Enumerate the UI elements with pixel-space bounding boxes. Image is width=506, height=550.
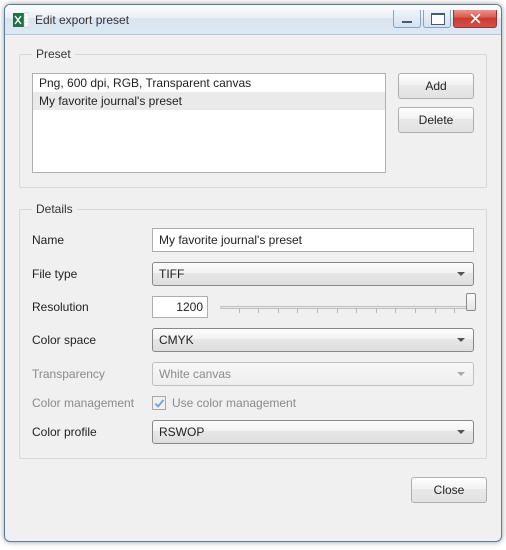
- colorspace-label: Color space: [32, 333, 152, 347]
- name-input[interactable]: [152, 228, 474, 252]
- minimize-button[interactable]: [393, 10, 421, 28]
- details-legend: Details: [32, 202, 77, 216]
- preset-group: Preset Png, 600 dpi, RGB, Transparent ca…: [19, 47, 487, 188]
- delete-button[interactable]: Delete: [398, 107, 474, 133]
- transparency-value: White canvas: [159, 367, 231, 381]
- colorspace-value: CMYK: [159, 333, 194, 347]
- colorspace-combo[interactable]: CMYK: [152, 328, 474, 352]
- resolution-label: Resolution: [32, 300, 152, 314]
- dialog-window: Edit export preset Preset Png, 600 dpi, …: [4, 4, 502, 542]
- chevron-down-icon: [457, 430, 465, 434]
- window-close-button[interactable]: [453, 10, 497, 28]
- list-item[interactable]: Png, 600 dpi, RGB, Transparent canvas: [33, 74, 385, 92]
- filetype-label: File type: [32, 267, 152, 281]
- name-label: Name: [32, 233, 152, 247]
- colorprofile-combo[interactable]: RSWOP: [152, 420, 474, 444]
- client-area: Preset Png, 600 dpi, RGB, Transparent ca…: [5, 35, 501, 541]
- chevron-down-icon: [457, 372, 465, 376]
- maximize-button[interactable]: [423, 10, 451, 28]
- preset-legend: Preset: [32, 47, 75, 61]
- filetype-value: TIFF: [159, 267, 184, 281]
- add-button[interactable]: Add: [398, 73, 474, 99]
- colormgmt-label: Color management: [32, 396, 152, 410]
- titlebar: Edit export preset: [5, 5, 501, 35]
- colorprofile-label: Color profile: [32, 425, 152, 439]
- dialog-footer: Close: [19, 473, 487, 503]
- colormgmt-checkbox-label: Use color management: [172, 396, 296, 410]
- list-item[interactable]: My favorite journal's preset: [33, 92, 385, 110]
- chevron-down-icon: [457, 272, 465, 276]
- resolution-input[interactable]: [152, 296, 208, 318]
- close-button[interactable]: Close: [411, 477, 487, 503]
- transparency-label: Transparency: [32, 367, 152, 381]
- details-group: Details Name File type TIFF Resolution: [19, 202, 487, 459]
- chevron-down-icon: [457, 338, 465, 342]
- excel-icon: [13, 12, 29, 28]
- preset-list[interactable]: Png, 600 dpi, RGB, Transparent canvas My…: [32, 73, 386, 173]
- window-buttons: [393, 10, 497, 28]
- colorprofile-value: RSWOP: [159, 425, 204, 439]
- window-title: Edit export preset: [35, 13, 393, 27]
- filetype-combo[interactable]: TIFF: [152, 262, 474, 286]
- transparency-combo: White canvas: [152, 362, 474, 386]
- resolution-slider[interactable]: [220, 296, 474, 318]
- slider-thumb[interactable]: [466, 293, 476, 311]
- colormgmt-checkbox: [152, 396, 166, 410]
